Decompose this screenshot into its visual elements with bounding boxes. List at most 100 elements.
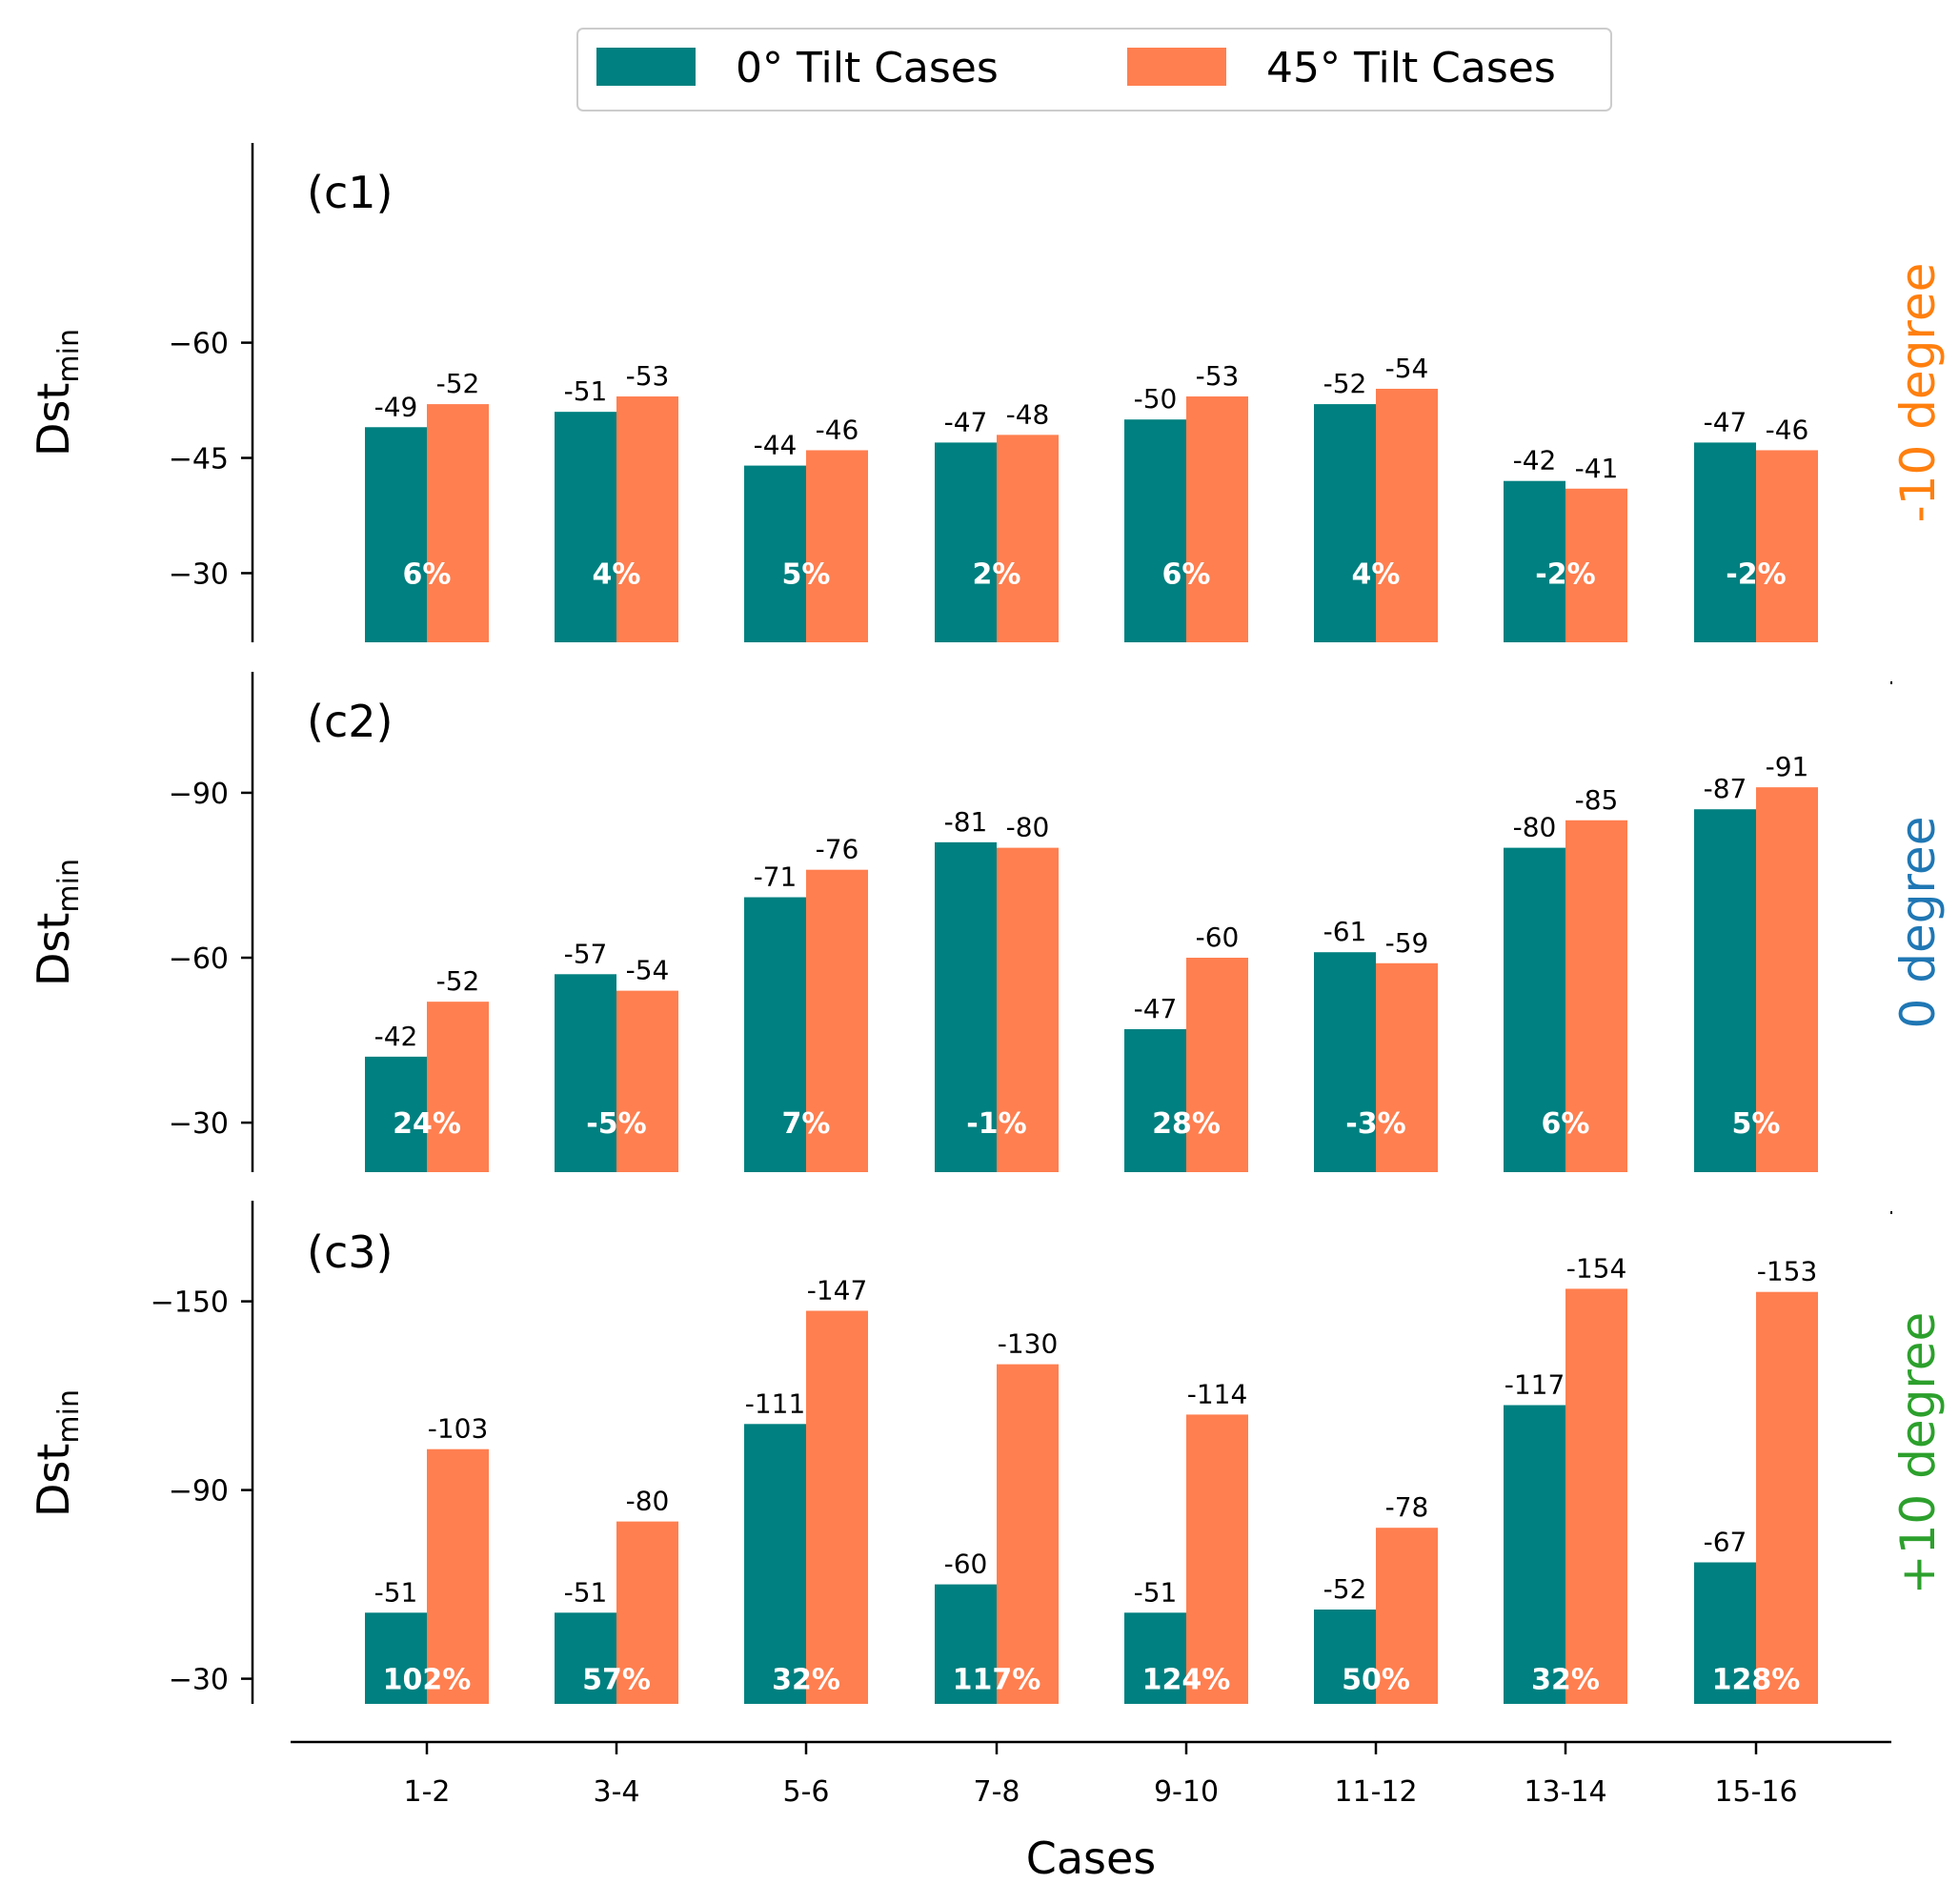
panel-c3-y-axis-label: Dstmin	[28, 1389, 86, 1517]
legend-frame	[576, 28, 1612, 111]
legend-swatch-45deg	[1127, 48, 1226, 86]
x-tick-label: 5-6	[783, 1775, 830, 1809]
bar-value-label: -85	[1575, 784, 1619, 816]
x-tick-label: 3-4	[594, 1775, 640, 1809]
bar-0deg	[1124, 1612, 1186, 1704]
percent-change-label: 32%	[772, 1664, 840, 1697]
bar-value-label: -76	[816, 834, 859, 865]
bar-value-label: -47	[1704, 406, 1747, 437]
bar-45deg	[1756, 450, 1818, 642]
panel-c3-bars: -51 -51 -111 -60 -51 -52 -117 -67 -103 -80 -147 -13…	[365, 1252, 1818, 1704]
percent-change-label: 32%	[1531, 1664, 1600, 1697]
bar-0deg	[1694, 442, 1756, 642]
bar-value-label: -51	[374, 1576, 418, 1608]
legend-swatch-0deg	[596, 48, 696, 86]
bar-value-label: -44	[754, 430, 798, 461]
percent-change-label: 128%	[1712, 1664, 1801, 1697]
bar-value-label: -60	[1196, 922, 1240, 953]
bar-45deg	[1565, 488, 1627, 642]
bar-value-label: -80	[1006, 812, 1050, 843]
bar-value-label: -81	[944, 806, 988, 838]
bar-value-label: -52	[1323, 368, 1367, 399]
percent-change-label: 4%	[593, 557, 641, 591]
percent-change-label: 50%	[1342, 1664, 1410, 1697]
y-tick-label: −150	[151, 1286, 229, 1320]
bar-0deg	[555, 974, 616, 1172]
bar-45deg	[1756, 787, 1818, 1172]
bar-0deg	[1694, 809, 1756, 1172]
percent-change-label: 2%	[973, 557, 1021, 591]
percent-change-label: 124%	[1142, 1664, 1231, 1697]
bar-value-label: -53	[1196, 360, 1240, 392]
x-tick-label: 7-8	[974, 1775, 1020, 1809]
x-axis-label: Cases	[1026, 1833, 1157, 1884]
bar-0deg	[1314, 404, 1376, 642]
bar-value-label: -48	[1006, 398, 1050, 430]
bar-0deg	[555, 412, 616, 642]
percent-change-label: -2%	[1535, 557, 1595, 591]
percent-change-label: 117%	[953, 1664, 1041, 1697]
bar-value-label: -52	[436, 368, 480, 399]
bar-45deg	[806, 1310, 868, 1704]
bar-45deg	[1186, 396, 1248, 642]
panel-c2-y-ticks: −90 −60 −30	[169, 778, 252, 1141]
y-tick-label: −30	[169, 1107, 229, 1141]
panel-c2-bars: -42 -57 -71 -81 -47 -61 -80 -87 -52 -54 -76 -80 -60 -…	[365, 751, 1818, 1172]
y-tick-label: −60	[169, 942, 229, 976]
bar-45deg	[997, 847, 1059, 1172]
bar-45deg	[1756, 1291, 1818, 1704]
panel-c3-label: (c3)	[307, 1226, 393, 1278]
bar-0deg	[744, 465, 806, 642]
bar-value-label: -52	[1323, 1573, 1367, 1605]
panel-c1-y-ticks: −60 −45 −30	[169, 328, 252, 591]
panel-c3-y-ticks: −150 −90 −30	[151, 1286, 252, 1697]
x-tick-label: 15-16	[1714, 1775, 1797, 1809]
bar-value-label: -114	[1187, 1378, 1248, 1409]
bar-value-label: -53	[626, 360, 670, 392]
bar-45deg	[616, 990, 678, 1172]
panel-c3: -51 -51 -111 -60 -51 -52 -117 -67 -103 -80 -147 -13…	[28, 1201, 1946, 1704]
bar-45deg	[1376, 388, 1438, 642]
panel-c2-label: (c2)	[307, 696, 393, 747]
bar-value-label: -59	[1385, 927, 1429, 959]
bar-45deg	[806, 450, 868, 642]
bar-0deg	[744, 1424, 806, 1704]
bar-value-label: -147	[807, 1275, 868, 1306]
bar-45deg	[427, 404, 489, 642]
percent-change-label: 5%	[782, 557, 831, 591]
bar-0deg	[365, 427, 427, 642]
x-tick-label: 13-14	[1524, 1775, 1606, 1809]
bar-value-label: -67	[1704, 1527, 1747, 1558]
panel-c1: -49 -51 -44 -47 -50 -52 -42 -47 -52 -53 -46 -48 -53 -…	[28, 143, 1946, 642]
bar-0deg	[1504, 847, 1565, 1172]
bar-0deg	[935, 442, 997, 642]
bar-0deg	[1124, 1029, 1186, 1172]
bar-45deg	[997, 435, 1059, 642]
percent-change-label: 5%	[1732, 1107, 1781, 1141]
bar-value-label: -50	[1134, 383, 1178, 415]
bar-0deg	[1504, 480, 1565, 642]
bar-value-label: -51	[564, 1576, 608, 1608]
bar-0deg	[1504, 1405, 1565, 1704]
panel-c3-side-label: +10 degree	[1890, 1312, 1946, 1595]
percent-change-label: 28%	[1152, 1107, 1221, 1141]
bar-0deg	[1124, 419, 1186, 642]
bar-value-label: -130	[998, 1328, 1059, 1360]
panel-c2-y-axis-label: Dstmin	[28, 859, 86, 986]
bar-0deg	[1314, 952, 1376, 1172]
x-axis-ticks: 1-2 3-4 5-6 7-8 9-10 11-12 13-14 15-16	[404, 1742, 1798, 1809]
bar-45deg	[806, 869, 868, 1172]
percent-change-label: 6%	[1162, 557, 1211, 591]
bar-value-label: -57	[564, 938, 608, 969]
percent-change-label: 6%	[403, 557, 452, 591]
bar-0deg	[935, 1584, 997, 1704]
bar-0deg	[555, 1612, 616, 1704]
panel-c1-y-axis-label: Dstmin	[28, 329, 86, 456]
bar-value-label: -111	[745, 1387, 806, 1419]
bar-value-label: -47	[1134, 993, 1178, 1024]
bar-45deg	[616, 1521, 678, 1704]
percent-change-label: -1%	[966, 1107, 1026, 1141]
percent-change-label: 24%	[393, 1107, 461, 1141]
percent-change-label: -5%	[586, 1107, 646, 1141]
